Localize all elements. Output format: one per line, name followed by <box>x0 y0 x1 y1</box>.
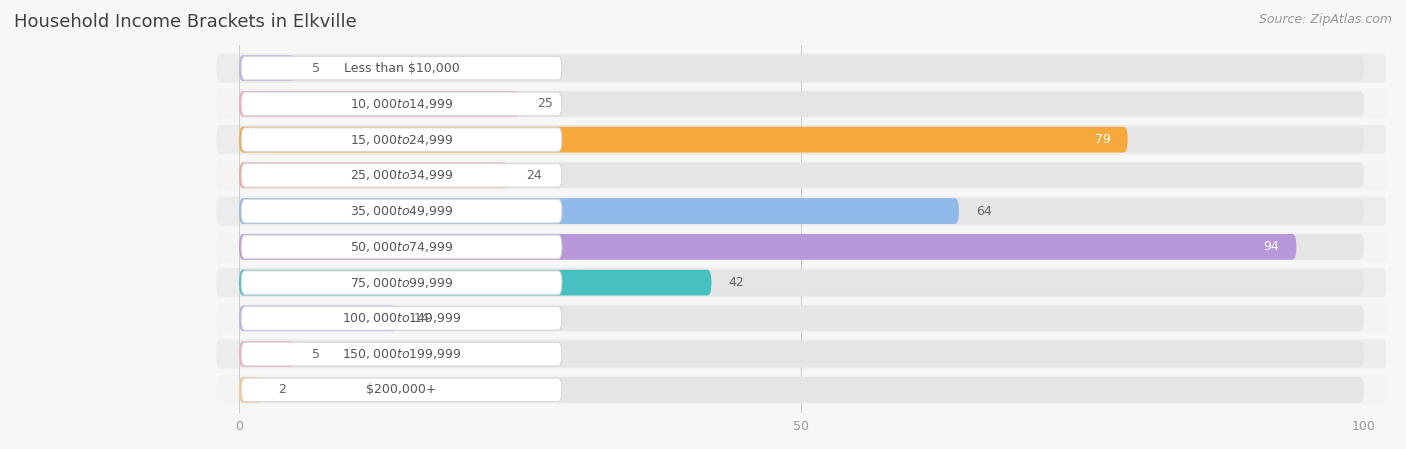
Text: 24: 24 <box>526 169 541 182</box>
Text: $50,000 to $74,999: $50,000 to $74,999 <box>350 240 453 254</box>
FancyBboxPatch shape <box>217 53 1386 83</box>
Text: 64: 64 <box>976 205 991 218</box>
Text: $35,000 to $49,999: $35,000 to $49,999 <box>350 204 453 218</box>
FancyBboxPatch shape <box>239 305 1364 331</box>
FancyBboxPatch shape <box>217 375 1386 405</box>
FancyBboxPatch shape <box>239 127 1128 153</box>
Text: $150,000 to $199,999: $150,000 to $199,999 <box>342 347 461 361</box>
Text: 42: 42 <box>728 276 744 289</box>
FancyBboxPatch shape <box>239 55 1364 81</box>
FancyBboxPatch shape <box>217 161 1386 190</box>
FancyBboxPatch shape <box>217 304 1386 333</box>
Text: 25: 25 <box>537 97 553 110</box>
Text: 5: 5 <box>312 62 321 75</box>
FancyBboxPatch shape <box>239 234 1296 260</box>
FancyBboxPatch shape <box>242 92 562 116</box>
FancyBboxPatch shape <box>242 163 562 187</box>
FancyBboxPatch shape <box>242 342 562 366</box>
FancyBboxPatch shape <box>239 270 711 295</box>
FancyBboxPatch shape <box>239 234 1364 260</box>
FancyBboxPatch shape <box>242 307 562 330</box>
FancyBboxPatch shape <box>239 270 1364 295</box>
FancyBboxPatch shape <box>242 199 562 223</box>
FancyBboxPatch shape <box>239 127 1364 153</box>
FancyBboxPatch shape <box>217 339 1386 369</box>
FancyBboxPatch shape <box>239 305 396 331</box>
FancyBboxPatch shape <box>217 125 1386 154</box>
FancyBboxPatch shape <box>239 55 295 81</box>
Text: 5: 5 <box>312 348 321 361</box>
Text: Less than $10,000: Less than $10,000 <box>343 62 460 75</box>
FancyBboxPatch shape <box>239 91 520 117</box>
FancyBboxPatch shape <box>239 377 262 403</box>
FancyBboxPatch shape <box>242 378 562 402</box>
FancyBboxPatch shape <box>217 268 1386 297</box>
Text: Household Income Brackets in Elkville: Household Income Brackets in Elkville <box>14 13 357 31</box>
FancyBboxPatch shape <box>239 198 1364 224</box>
Text: 94: 94 <box>1264 240 1279 253</box>
Text: 14: 14 <box>413 312 429 325</box>
Text: $10,000 to $14,999: $10,000 to $14,999 <box>350 97 453 111</box>
Text: $200,000+: $200,000+ <box>367 383 437 396</box>
FancyBboxPatch shape <box>239 91 1364 117</box>
Text: Source: ZipAtlas.com: Source: ZipAtlas.com <box>1258 13 1392 26</box>
FancyBboxPatch shape <box>242 235 562 259</box>
Text: $15,000 to $24,999: $15,000 to $24,999 <box>350 132 453 147</box>
Text: $100,000 to $149,999: $100,000 to $149,999 <box>342 311 461 326</box>
FancyBboxPatch shape <box>239 163 509 188</box>
Text: $25,000 to $34,999: $25,000 to $34,999 <box>350 168 453 182</box>
FancyBboxPatch shape <box>217 232 1386 261</box>
Text: 79: 79 <box>1095 133 1111 146</box>
FancyBboxPatch shape <box>242 128 562 151</box>
FancyBboxPatch shape <box>239 163 1364 188</box>
FancyBboxPatch shape <box>239 377 1364 403</box>
FancyBboxPatch shape <box>239 341 295 367</box>
FancyBboxPatch shape <box>239 341 1364 367</box>
FancyBboxPatch shape <box>242 56 562 80</box>
Text: $75,000 to $99,999: $75,000 to $99,999 <box>350 276 453 290</box>
Text: 2: 2 <box>278 383 287 396</box>
FancyBboxPatch shape <box>242 271 562 295</box>
FancyBboxPatch shape <box>239 198 959 224</box>
FancyBboxPatch shape <box>217 89 1386 119</box>
FancyBboxPatch shape <box>217 197 1386 226</box>
